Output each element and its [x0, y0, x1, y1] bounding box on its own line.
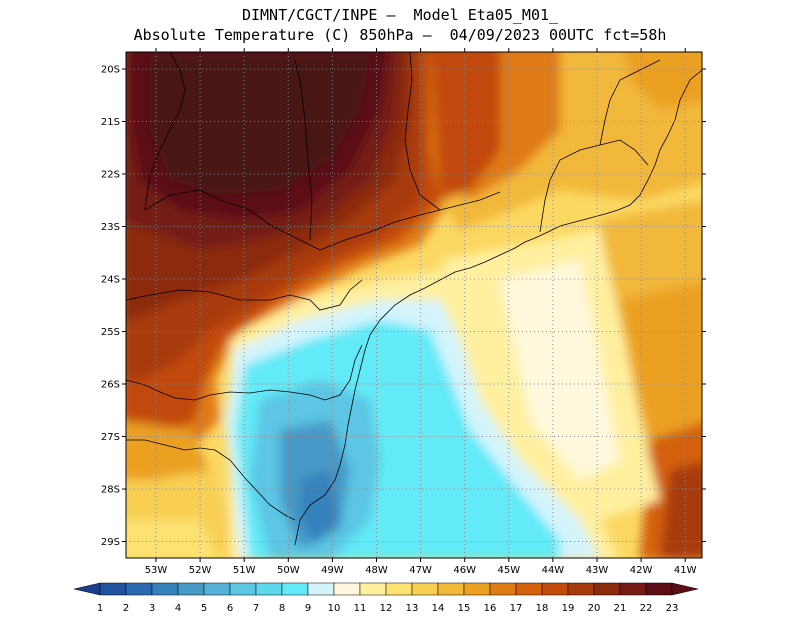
temperature-field — [126, 52, 702, 558]
axis-ticks — [122, 48, 706, 562]
colorbar-bin — [151, 582, 179, 596]
colorbar: 1 2 3 4 5 6 7 8 9 10 11 12 13 14 15 16 17 18 19 20 21 22 23 — [73, 582, 699, 614]
colorbar-label: 11 — [354, 603, 367, 614]
lon-label: 48W — [365, 565, 388, 576]
colorbar-bin — [437, 582, 465, 596]
colorbar-label: 16 — [484, 603, 497, 614]
colorbar-bin — [177, 582, 205, 596]
lon-label: 50W — [277, 565, 300, 576]
latitude-labels: 20S 21S 22S 23S 24S 25S 26S 27S 28S 29S — [101, 65, 120, 549]
lon-label: 44W — [542, 565, 565, 576]
colorbar-bin — [359, 582, 387, 596]
chart-title-line-2: Absolute Temperature (C) 850hPa – 04/09/… — [133, 26, 667, 44]
colorbar-label: 1 — [97, 603, 103, 614]
colorbar-bin — [541, 582, 569, 596]
lon-label: 41W — [674, 565, 697, 576]
lon-label: 52W — [189, 565, 212, 576]
colorbar-label: 19 — [562, 603, 575, 614]
colorbar-bin — [619, 582, 647, 596]
colorbar-bin — [411, 582, 439, 596]
lat-label: 21S — [101, 117, 120, 128]
colorbar-bin — [281, 582, 309, 596]
colorbar-bin — [99, 582, 127, 596]
colorbar-bin — [385, 582, 413, 596]
colorbar-label: 5 — [201, 603, 207, 614]
lat-label: 20S — [101, 65, 120, 76]
colorbar-bin — [203, 582, 231, 596]
colorbar-label: 3 — [149, 603, 155, 614]
colorbar-label: 9 — [305, 603, 311, 614]
plot-frame — [125, 51, 703, 559]
colorbar-bin — [567, 582, 595, 596]
colorbar-label: 8 — [279, 603, 285, 614]
colorbar-label: 13 — [406, 603, 419, 614]
colorbar-label: 7 — [253, 603, 259, 614]
colorbar-label: 20 — [588, 603, 601, 614]
colorbar-label: 4 — [175, 603, 181, 614]
colorbar-high-arrow — [671, 582, 699, 596]
colorbar-bin — [489, 582, 517, 596]
lat-label: 29S — [101, 537, 120, 548]
colorbar-bin — [229, 582, 257, 596]
colorbar-label: 10 — [328, 603, 341, 614]
longitude-labels: 53W 52W 51W 50W 49W 48W 47W 46W 45W 44W 43W 42W 41W — [145, 565, 697, 576]
lat-label: 27S — [101, 432, 120, 443]
colorbar-label: 22 — [640, 603, 653, 614]
lon-label: 53W — [145, 565, 168, 576]
coastline-and-borders — [126, 52, 702, 546]
lon-label: 47W — [409, 565, 432, 576]
colorbar-bin — [515, 582, 543, 596]
colorbar-bin — [593, 582, 621, 596]
chart-title-line-1: DIMNT/CGCT/INPE – Model Eta05_M01_ — [241, 6, 559, 24]
lat-label: 23S — [101, 222, 120, 233]
colorbar-label: 18 — [536, 603, 549, 614]
lon-label: 51W — [233, 565, 256, 576]
colorbar-bin — [463, 582, 491, 596]
graticule — [126, 52, 702, 558]
colorbar-bin — [307, 582, 335, 596]
colorbar-bin — [645, 582, 673, 596]
colorbar-label: 17 — [510, 603, 523, 614]
colorbar-label: 2 — [123, 603, 129, 614]
lat-label: 22S — [101, 170, 120, 181]
lon-label: 49W — [321, 565, 344, 576]
lon-label: 43W — [586, 565, 609, 576]
colorbar-label: 14 — [432, 603, 445, 614]
colorbar-low-arrow — [73, 582, 101, 596]
lat-label: 26S — [101, 380, 120, 391]
lon-label: 46W — [453, 565, 476, 576]
colorbar-label: 6 — [227, 603, 233, 614]
colorbar-label: 15 — [458, 603, 471, 614]
lat-label: 25S — [101, 327, 120, 338]
colorbar-bin — [125, 582, 153, 596]
colorbar-bin — [333, 582, 361, 596]
lon-label: 45W — [497, 565, 520, 576]
colorbar-label: 21 — [614, 603, 627, 614]
colorbar-label: 23 — [666, 603, 679, 614]
colorbar-label: 12 — [380, 603, 393, 614]
lat-label: 28S — [101, 485, 120, 496]
lon-label: 42W — [630, 565, 653, 576]
colorbar-bin — [255, 582, 283, 596]
lat-label: 24S — [101, 275, 120, 286]
